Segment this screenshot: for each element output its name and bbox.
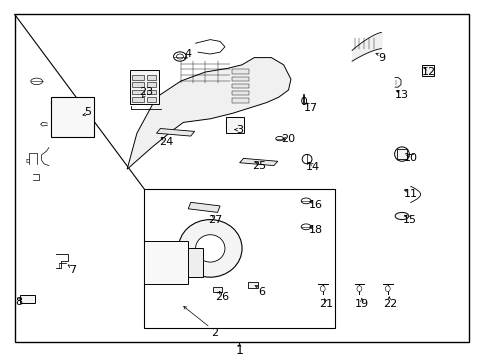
Bar <box>248 282 258 288</box>
Ellipse shape <box>356 286 361 292</box>
Bar <box>132 75 143 80</box>
Text: 16: 16 <box>308 200 322 210</box>
Polygon shape <box>232 77 249 81</box>
Bar <box>129 70 159 104</box>
Text: 8: 8 <box>15 297 22 307</box>
Bar <box>144 241 188 284</box>
Bar <box>132 82 143 87</box>
Polygon shape <box>127 58 290 169</box>
Bar <box>146 75 155 80</box>
Bar <box>421 65 433 76</box>
Polygon shape <box>232 69 249 74</box>
Polygon shape <box>188 202 220 212</box>
Ellipse shape <box>195 235 224 262</box>
Bar <box>212 287 221 292</box>
Bar <box>20 295 35 303</box>
Ellipse shape <box>394 212 408 220</box>
Polygon shape <box>232 98 249 103</box>
Text: 14: 14 <box>305 162 319 172</box>
Text: 26: 26 <box>215 292 229 302</box>
Text: 18: 18 <box>308 225 322 235</box>
Text: 19: 19 <box>354 299 368 309</box>
Bar <box>396 149 406 159</box>
Text: 3: 3 <box>236 125 243 135</box>
Bar <box>132 97 143 102</box>
Text: 10: 10 <box>403 153 417 163</box>
Text: 21: 21 <box>319 299 333 309</box>
Polygon shape <box>232 91 249 95</box>
Bar <box>146 97 155 102</box>
Bar <box>51 97 94 137</box>
Polygon shape <box>239 158 277 166</box>
Text: 2: 2 <box>211 328 218 338</box>
Text: 12: 12 <box>422 67 435 77</box>
Ellipse shape <box>178 220 242 277</box>
Text: 5: 5 <box>84 107 91 117</box>
Text: 25: 25 <box>252 161 265 171</box>
Text: 17: 17 <box>303 103 317 113</box>
Bar <box>132 90 143 94</box>
Text: 20: 20 <box>281 134 295 144</box>
Text: 13: 13 <box>394 90 408 100</box>
Bar <box>173 248 203 277</box>
Bar <box>144 189 334 328</box>
Ellipse shape <box>394 147 408 161</box>
Text: 7: 7 <box>69 265 76 275</box>
Bar <box>146 82 155 87</box>
Ellipse shape <box>385 286 389 292</box>
Text: 15: 15 <box>402 215 416 225</box>
Text: 1: 1 <box>235 345 243 357</box>
Polygon shape <box>156 129 194 136</box>
Text: 6: 6 <box>258 287 264 297</box>
Polygon shape <box>232 84 249 88</box>
Text: 11: 11 <box>403 189 417 199</box>
Text: 24: 24 <box>159 137 173 147</box>
Text: 4: 4 <box>184 49 191 59</box>
Text: 9: 9 <box>377 53 384 63</box>
Text: 27: 27 <box>207 215 222 225</box>
Bar <box>146 90 155 94</box>
Bar <box>225 117 244 133</box>
Ellipse shape <box>320 286 325 292</box>
Text: 22: 22 <box>382 299 397 309</box>
Text: 23: 23 <box>139 87 152 97</box>
